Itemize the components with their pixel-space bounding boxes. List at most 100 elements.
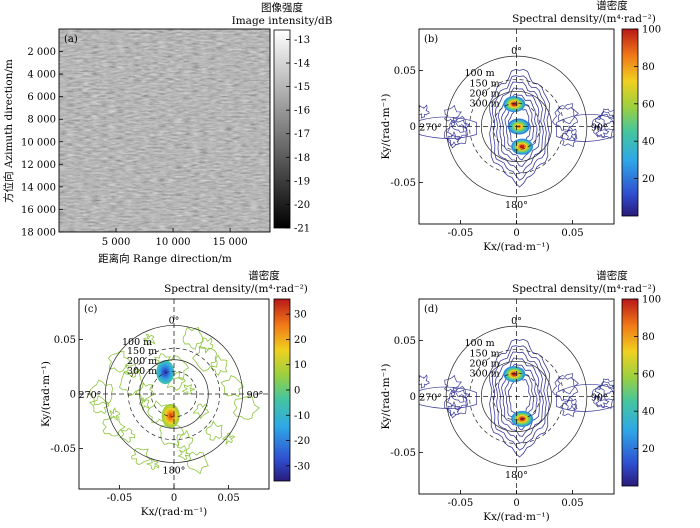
panel-b-peak <box>511 138 534 155</box>
panel-c-contours <box>79 299 269 489</box>
panel-d-y-tick-label: 0.05 <box>394 336 416 347</box>
panel-b-noise-contour <box>591 114 614 139</box>
panel-c-noise-contour <box>187 451 209 475</box>
panel-c-colorbar-tick-label: 30 <box>294 310 307 321</box>
panel-a-colorbar-tick-label: -21 <box>294 224 310 235</box>
panel-c-noise-contour <box>131 448 151 465</box>
panel-c-label: (c) <box>84 304 98 315</box>
panel-d-noise-contour <box>443 392 468 419</box>
panel-c-plot-area <box>79 299 269 489</box>
panel-a-x-ticks: 5 000 10 000 15 000 <box>102 228 248 248</box>
panel-c-noise-contour <box>109 407 121 422</box>
panel-d-circle-label-100m: 100 m <box>465 338 495 349</box>
panel-b-colorbar-tick-label: 20 <box>642 174 655 185</box>
panel-c-noise-contour <box>88 379 113 406</box>
panel-b-ylabel: Ky/(rad·m⁻¹) <box>380 94 392 160</box>
panel-c-colorbar-tick-label: 0 <box>294 386 300 397</box>
panel-b-colorbar-title-cn: 谱密度 <box>596 0 628 12</box>
panel-c-y-tick-label: 0 <box>70 390 76 401</box>
panel-c-noise-contour <box>142 333 156 346</box>
panel-b-y-tick-label: 0 <box>410 122 416 133</box>
panel-a-colorbar-tick-label: -14 <box>294 59 310 70</box>
panel-b-noise-contour <box>552 106 579 131</box>
panel-b-contours <box>419 29 614 224</box>
panel-d-angle-label-270: 270° <box>419 393 442 404</box>
panel-c-noise-contour <box>89 395 110 415</box>
panel-c-noise-contour <box>222 432 236 445</box>
panel-b-band-contour <box>419 116 477 139</box>
panel-b-colorbar <box>621 28 639 217</box>
panel-d-angle-label-0: 0° <box>511 316 522 327</box>
panel-c-y-tick-label: -0.05 <box>50 444 76 455</box>
panel-d-angle-label-90: 90° <box>591 393 608 404</box>
panel-a-colorbar <box>273 29 291 229</box>
panel-a-label: (a) <box>64 34 78 45</box>
panel-b-circle-label-200m: 200 m <box>470 89 500 100</box>
panel-b-colorbar-tick-label: 80 <box>642 62 655 73</box>
panel-c-circle-label-200m: 200 m <box>127 356 157 367</box>
panel-d-band-contour <box>419 386 477 409</box>
panel-b-colorbar-title-en: Spectral density/(m⁴·rad⁻²) <box>512 13 656 25</box>
panel-b-x-tick-label: 0.05 <box>561 228 583 239</box>
panel-b-noise-contour <box>447 119 469 141</box>
panel-c-noise-contour <box>198 337 214 354</box>
panel-a-y-tick-label: 18 000 <box>21 228 56 239</box>
panel-c-peak <box>156 360 175 385</box>
panel-b-noise-contour <box>594 111 614 132</box>
panel-c-circle-label-300m: 300 m <box>127 366 157 377</box>
panel-a-x-tick-label: 10 000 <box>156 237 191 248</box>
panel-c-noise-contour <box>119 369 144 397</box>
panel-a-y-tick-label: 10 000 <box>21 137 56 148</box>
panel-a-colorbar-tick-label: -20 <box>294 200 310 211</box>
panel-c-colorbar-title-cn: 谱密度 <box>248 269 280 282</box>
panel-b-colorbar-tick-label: 40 <box>642 137 655 148</box>
panel-a-xlabel: 距离向 Range direction/m <box>98 252 232 265</box>
panel-d-colorbar-title-en: Spectral density/(m⁴·rad⁻²) <box>512 283 656 295</box>
panel-b-cluster-contour <box>494 81 544 174</box>
panel-b-noise-contour <box>443 122 468 149</box>
panel-c-noise-contour <box>181 384 196 395</box>
panel-c-x-tick-label: 0 <box>171 493 177 504</box>
panel-c-colorbar-tick-label: -10 <box>294 411 310 422</box>
panel-c-noise-contour <box>220 375 244 398</box>
panel-d-noise-contour <box>597 378 614 396</box>
panel-b-angle-label-180: 180° <box>505 200 528 211</box>
panel-a-colorbar-tick-label: -15 <box>294 82 310 93</box>
panel-b-noise-contour <box>443 104 463 123</box>
panel-c-y-tick-label: 0.05 <box>54 335 76 346</box>
panel-d-angle-label-180: 180° <box>505 470 528 481</box>
panel-d-x-tick-label: 0.05 <box>561 498 583 509</box>
panel-d-noise-contour <box>446 401 461 417</box>
panel-d-x-tick-label: 0 <box>513 498 519 509</box>
panel-b-peak <box>503 96 526 113</box>
panel-d-ylabel: Ky/(rad·m⁻¹) <box>380 364 392 430</box>
panel-a-colorbar-title-en: Image intensity/dB <box>232 15 333 27</box>
panel-b-noise-contour <box>446 131 461 147</box>
panel-d-colorbar <box>621 298 639 487</box>
panel-a-colorbar-tick-label: -13 <box>294 35 310 46</box>
panel-c-noise-contour <box>192 346 218 372</box>
panel-a-y-tick-label: 6 000 <box>27 92 56 103</box>
panel-c-colorbar-tick-label: -30 <box>294 461 310 472</box>
panel-b-circle-label-100m: 100 m <box>465 68 495 79</box>
panel-d-noise-contour <box>451 385 470 403</box>
panel-c-noise-contour <box>139 397 151 412</box>
panel-d-circle-label-200m: 200 m <box>470 359 500 370</box>
panel-a-colorbar-title-cn: 图像强度 <box>261 1 303 14</box>
panel-d-noise-contour <box>557 373 579 395</box>
panel-d-colorbar-tick-label: 60 <box>642 369 655 380</box>
panel-c-angle-label-270: 270° <box>79 390 102 401</box>
panel-a-y-tick-label: 16 000 <box>21 205 56 216</box>
panel-c-peak <box>161 403 180 428</box>
panel-d-colorbar-tick-label: 20 <box>642 444 655 455</box>
panel-a-colorbar-tick-label: -19 <box>294 176 310 187</box>
panel-a-y-tick-label: 4 000 <box>27 70 56 81</box>
panel-b-xlabel: Kx/(rad·m⁻¹) <box>483 241 550 253</box>
panel-a-y-tick-label: 14 000 <box>21 182 56 193</box>
panel-d-label: (d) <box>424 304 438 315</box>
panel-d-band-contour <box>556 384 614 412</box>
